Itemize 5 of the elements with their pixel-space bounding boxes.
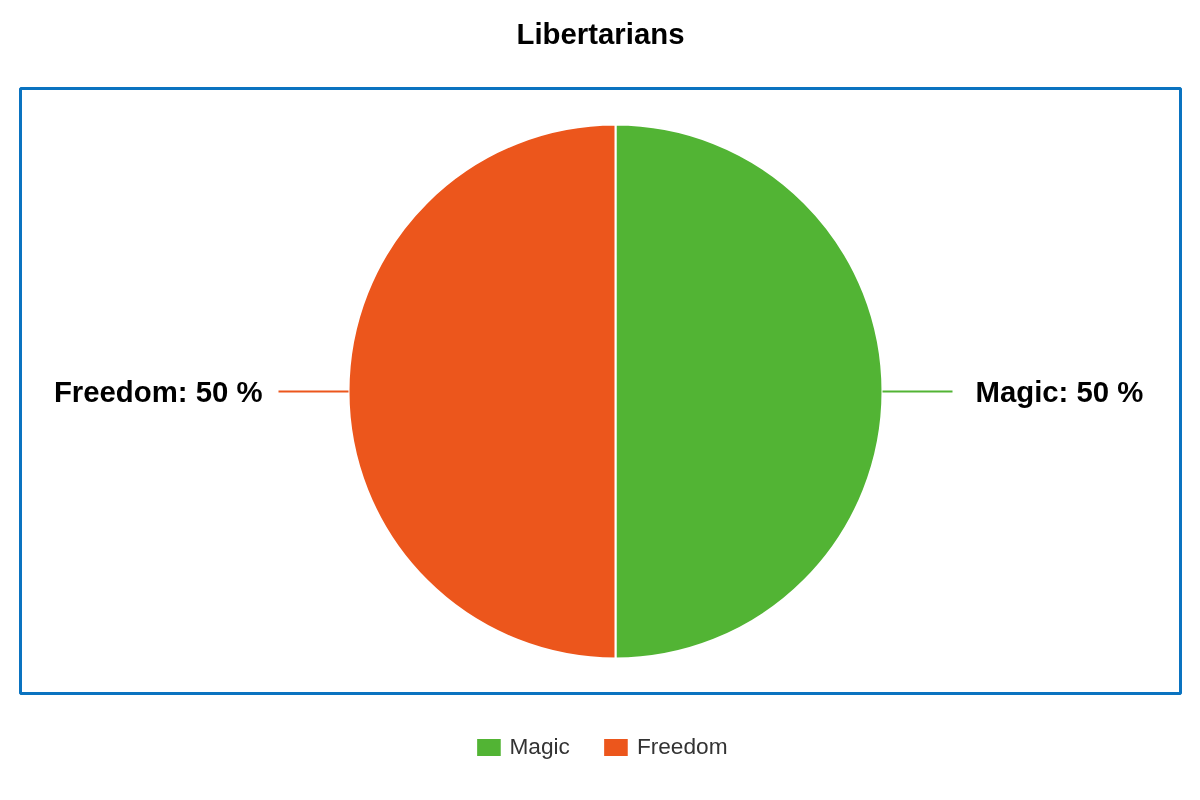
- data-label: Freedom: 50 %: [53, 375, 263, 408]
- data-label: Magic: 50 %: [975, 375, 1144, 408]
- legend-label: Magic: [509, 733, 570, 760]
- legend-label: Freedom: [636, 733, 728, 760]
- chart-title: Libertarians: [516, 17, 685, 50]
